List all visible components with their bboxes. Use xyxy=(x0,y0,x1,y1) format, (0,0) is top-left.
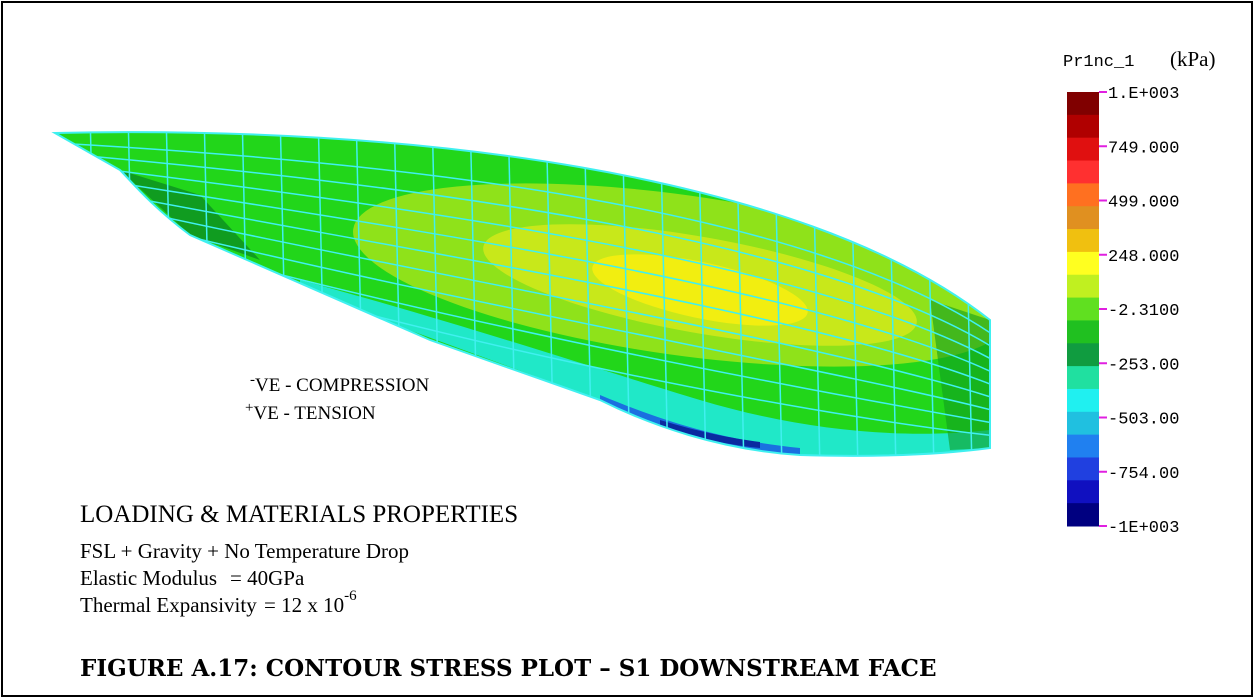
colorbar-band xyxy=(1067,457,1099,481)
colorbar-band xyxy=(1067,251,1099,276)
note: -VE - COMPRESSION xyxy=(250,372,429,396)
colorbar-label: -754.00 xyxy=(1108,465,1179,484)
colorbar-band xyxy=(1067,503,1099,527)
loading-heading: LOADING & MATERIALS PROPERTIES xyxy=(80,501,518,528)
colorbar-band xyxy=(1067,411,1099,436)
loading-line: FSL + Gravity + No Temperature Drop xyxy=(80,539,409,563)
colorbar: 1.E+003 749.000 499.000 248.000 -2.3100 -253.… xyxy=(1067,85,1179,538)
property-name: Thermal Expansivity xyxy=(80,593,257,617)
mesh-line xyxy=(55,202,990,411)
colorbar-band xyxy=(1067,274,1099,299)
property-value: = 40GPa xyxy=(230,566,305,590)
colorbar-label: 1.E+003 xyxy=(1108,85,1179,104)
legend-title: Pr1nc_1 xyxy=(1063,53,1134,72)
colorbar-band xyxy=(1067,297,1099,321)
property-name: Elastic Modulus xyxy=(80,566,217,590)
colorbar-label: 248.000 xyxy=(1108,248,1179,267)
colorbar-band xyxy=(1067,343,1099,367)
legend-unit: (kPa) xyxy=(1170,47,1216,71)
colorbar-band xyxy=(1067,183,1099,207)
colorbar-band xyxy=(1067,206,1099,230)
colorbar-band xyxy=(1067,137,1099,162)
colorbar-label: -253.00 xyxy=(1108,356,1179,375)
colorbar-band xyxy=(1067,320,1099,344)
colorbar-band xyxy=(1067,434,1099,458)
colorbar-band xyxy=(1067,480,1099,504)
colorbar-band xyxy=(1067,366,1099,390)
mesh-line xyxy=(55,172,990,372)
colorbar-label: -503.00 xyxy=(1108,411,1179,430)
mesh-line xyxy=(55,142,990,334)
colorbar-label: -2.3100 xyxy=(1108,302,1179,321)
mesh-line xyxy=(55,152,990,347)
note: +VE - TENSION xyxy=(245,400,376,424)
colorbar-label: 749.000 xyxy=(1108,139,1179,158)
dam-outline xyxy=(51,131,991,457)
colorbar-band xyxy=(1067,229,1099,253)
colorbar-label: -1E+003 xyxy=(1108,519,1179,538)
colorbar-label: 499.000 xyxy=(1108,194,1179,213)
mesh-line xyxy=(55,182,990,385)
property-value: = 12 x 10-6 xyxy=(264,588,357,617)
colorbar-band xyxy=(1067,160,1099,184)
colorbar-band xyxy=(1067,388,1099,413)
mesh-line xyxy=(55,162,990,360)
colorbar-band xyxy=(1067,114,1099,139)
colorbar-band xyxy=(1067,92,1099,116)
caption: FIGURE A.17: CONTOUR STRESS PLOT – S1 DO… xyxy=(80,655,937,682)
mesh-line xyxy=(55,192,990,398)
